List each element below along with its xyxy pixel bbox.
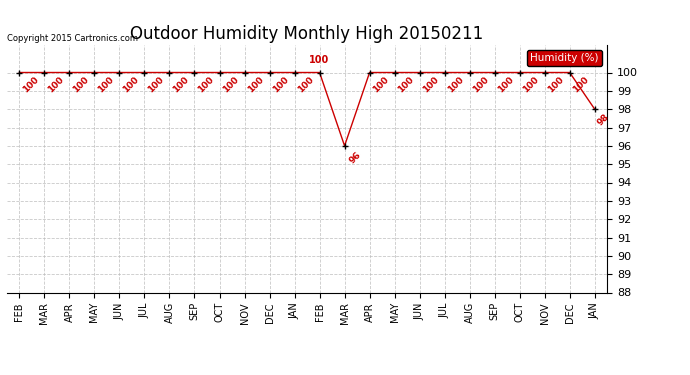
Text: 100: 100 <box>471 75 491 95</box>
Text: 100: 100 <box>146 75 165 95</box>
Text: 100: 100 <box>70 75 90 95</box>
Text: 100: 100 <box>571 75 591 95</box>
Text: 96: 96 <box>347 150 362 166</box>
Text: 100: 100 <box>521 75 540 95</box>
Text: 100: 100 <box>446 75 465 95</box>
Text: 100: 100 <box>496 75 515 95</box>
Text: 100: 100 <box>21 75 40 95</box>
Text: Copyright 2015 Cartronics.com: Copyright 2015 Cartronics.com <box>7 33 138 42</box>
Title: Outdoor Humidity Monthly High 20150211: Outdoor Humidity Monthly High 20150211 <box>130 26 484 44</box>
Text: 100: 100 <box>121 75 140 95</box>
Text: 100: 100 <box>221 75 240 95</box>
Text: 100: 100 <box>270 75 290 95</box>
Text: 100: 100 <box>296 75 315 95</box>
Text: 100: 100 <box>309 55 330 65</box>
Text: 98: 98 <box>596 112 611 127</box>
Text: 100: 100 <box>170 75 190 95</box>
Text: 100: 100 <box>421 75 440 95</box>
Text: 100: 100 <box>96 75 115 95</box>
Text: 100: 100 <box>546 75 565 95</box>
Text: 100: 100 <box>196 75 215 95</box>
Text: 100: 100 <box>46 75 65 95</box>
Text: 100: 100 <box>396 75 415 95</box>
Text: 100: 100 <box>246 75 265 95</box>
Legend: Humidity (%): Humidity (%) <box>527 50 602 66</box>
Text: 100: 100 <box>371 75 391 95</box>
